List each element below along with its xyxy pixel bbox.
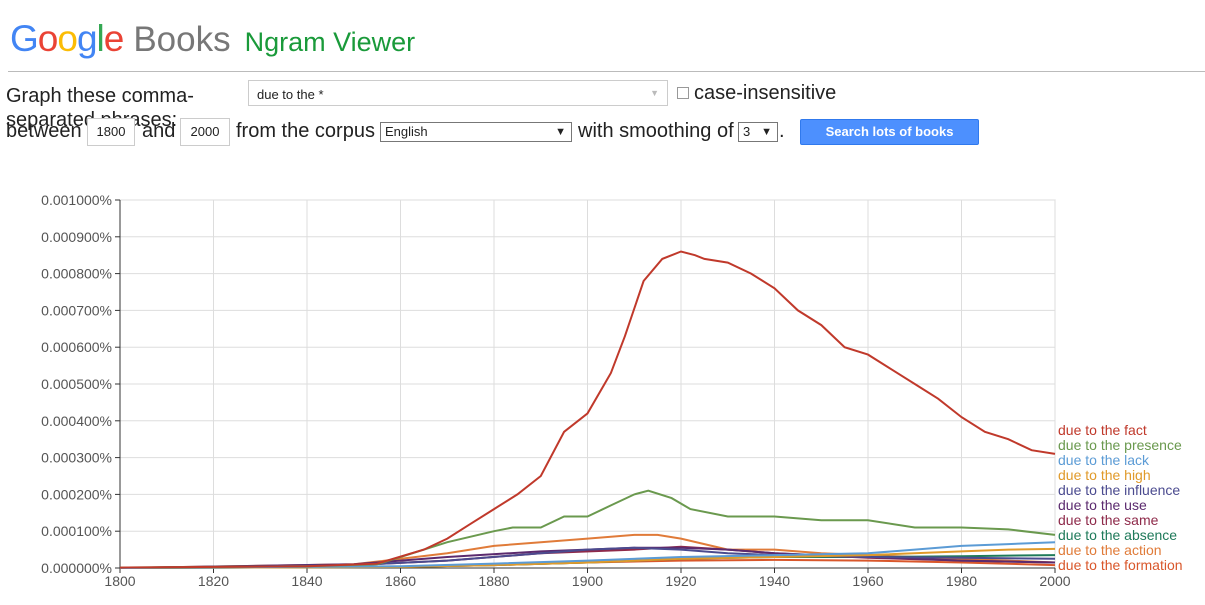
x-tick-label: 2000 [1039, 573, 1070, 589]
and-label: and [142, 120, 176, 142]
y-tick-label: 0.000600% [41, 339, 112, 355]
y-tick-label: 0.000500% [41, 376, 112, 392]
legend-entry[interactable]: due to the lack [1058, 452, 1150, 468]
x-tick-label: 1880 [478, 573, 509, 589]
y-tick-label: 0.000800% [41, 266, 112, 282]
x-tick-label: 1900 [572, 573, 603, 589]
legend-entry[interactable]: due to the action [1058, 542, 1162, 558]
legend-entry[interactable]: due to the absence [1058, 527, 1177, 543]
books-wordmark: Books [133, 20, 231, 59]
corpus-label: from the corpus [236, 120, 375, 142]
series-line[interactable] [119, 547, 1056, 569]
legend-entry[interactable]: due to the same [1058, 512, 1159, 528]
case-insensitive-label[interactable]: case-insensitive [694, 82, 837, 104]
y-tick-label: 0.000700% [41, 302, 112, 318]
logo-letter: e [103, 18, 125, 59]
y-tick-label: 0.001000% [41, 192, 112, 208]
x-tick-label: 1980 [946, 573, 977, 589]
google-books-logo[interactable]: Google Books Ngram Viewer [10, 18, 415, 62]
logo-letter: l [96, 18, 105, 59]
series-line[interactable] [119, 250, 1056, 569]
case-insensitive-checkbox[interactable] [677, 87, 689, 99]
y-tick-label: 0.000900% [41, 229, 112, 245]
period-text: . [779, 120, 785, 142]
logo-letter: g [76, 18, 98, 59]
y-tick-label: 0.000200% [41, 486, 112, 502]
x-tick-label: 1840 [291, 573, 322, 589]
corpus-select[interactable]: English ▼ [380, 122, 572, 142]
legend-entry[interactable]: due to the presence [1058, 437, 1182, 453]
logo-letter: G [10, 18, 39, 59]
series-line[interactable] [119, 489, 1056, 569]
legend-entry[interactable]: due to the use [1058, 497, 1147, 513]
ngram-chart[interactable]: 1800 1820 1840 1860 1880 1900 1920 1940 1960 1980… [0, 180, 1205, 605]
app-title: Ngram Viewer [244, 27, 416, 57]
between-label: between [6, 120, 82, 142]
corpus-select-value: English [385, 124, 428, 139]
series-line[interactable] [119, 541, 1056, 569]
legend-entry[interactable]: due to the influence [1058, 482, 1180, 498]
end-year-input[interactable]: 2000 [180, 118, 230, 146]
legend-entry[interactable]: due to the formation [1058, 557, 1183, 573]
legend-entry[interactable]: due to the high [1058, 467, 1151, 483]
x-tick-label: 1800 [104, 573, 135, 589]
x-tick-label: 1820 [198, 573, 229, 589]
x-tick-label: 1860 [385, 573, 416, 589]
x-tick-label: 1960 [852, 573, 883, 589]
logo-letter: o [57, 18, 78, 59]
dropdown-caret-icon: ▼ [650, 88, 659, 98]
y-tick-label: 0.000100% [41, 523, 112, 539]
chevron-down-icon: ▼ [555, 126, 566, 138]
search-button[interactable]: Search lots of books [800, 119, 979, 145]
header-divider [8, 71, 1205, 72]
smoothing-select-value: 3 [743, 124, 751, 139]
phrases-input[interactable]: due to the * ▼ [248, 80, 668, 106]
x-tick-label: 1920 [665, 573, 696, 589]
legend-entry[interactable]: due to the fact [1058, 422, 1147, 438]
series-line[interactable] [119, 546, 1056, 569]
google-wordmark: Google [10, 18, 125, 60]
smoothing-select[interactable]: 3 ▼ [738, 122, 778, 142]
y-tick-label: 0.000400% [41, 413, 112, 429]
chevron-down-icon: ▼ [761, 126, 772, 138]
phrases-input-value: due to the * [257, 87, 324, 102]
x-tick-label: 1940 [759, 573, 790, 589]
y-tick-label: 0.000000% [41, 560, 112, 576]
start-year-input[interactable]: 1800 [87, 118, 135, 146]
smoothing-label: with smoothing of [578, 120, 734, 142]
logo-letter: o [37, 18, 59, 59]
y-tick-label: 0.000300% [41, 450, 112, 466]
series-line[interactable] [119, 533, 1056, 569]
